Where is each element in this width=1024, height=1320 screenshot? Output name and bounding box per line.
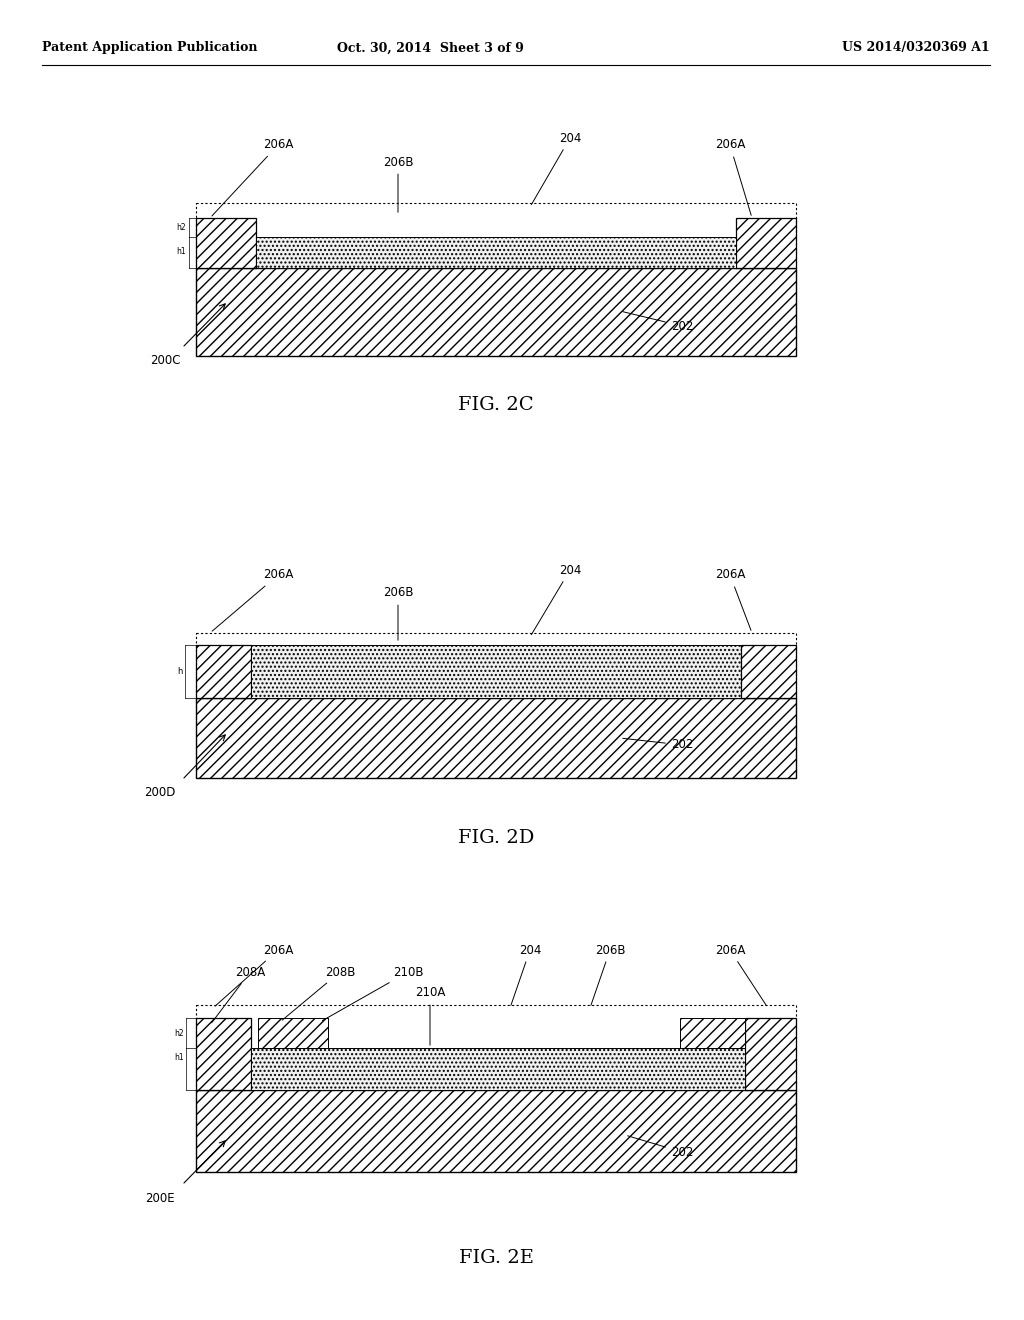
Text: FIG. 2D: FIG. 2D	[458, 829, 535, 847]
Text: 206A: 206A	[212, 569, 293, 631]
Bar	[196, 218, 256, 268]
Bar	[196, 634, 796, 698]
Text: 202: 202	[623, 312, 693, 333]
Text: h1: h1	[174, 1053, 184, 1063]
Text: FIG. 2E: FIG. 2E	[459, 1249, 534, 1267]
Text: 210B: 210B	[323, 965, 423, 1020]
Bar	[196, 645, 251, 698]
Bar	[196, 1090, 796, 1172]
Bar	[196, 1018, 251, 1090]
Text: 210A: 210A	[415, 986, 445, 1045]
Bar	[251, 1048, 745, 1090]
Bar	[196, 698, 796, 777]
Bar	[680, 1018, 745, 1048]
Text: 202: 202	[623, 738, 693, 751]
Text: 206B: 206B	[383, 156, 414, 213]
Text: h2: h2	[176, 223, 186, 232]
Text: 206A: 206A	[212, 139, 293, 216]
Text: 208B: 208B	[283, 965, 355, 1020]
Text: h: h	[177, 668, 183, 676]
Bar	[736, 218, 796, 268]
Text: 200D: 200D	[144, 785, 176, 799]
Bar	[196, 268, 796, 356]
Bar	[256, 238, 736, 268]
Bar	[745, 1018, 796, 1090]
Text: 202: 202	[628, 1135, 693, 1159]
Text: h2: h2	[174, 1028, 184, 1038]
Text: h1: h1	[176, 247, 186, 256]
Text: Patent Application Publication: Patent Application Publication	[42, 41, 257, 54]
Text: 206B: 206B	[591, 944, 626, 1006]
Text: 206A: 206A	[715, 944, 767, 1006]
Text: 204: 204	[531, 564, 582, 635]
Bar	[251, 645, 741, 698]
Text: US 2014/0320369 A1: US 2014/0320369 A1	[843, 41, 990, 54]
Text: 208A: 208A	[212, 965, 265, 1023]
Text: 204: 204	[511, 944, 542, 1006]
Text: 204: 204	[531, 132, 582, 205]
Bar	[196, 1005, 796, 1090]
Text: 200C: 200C	[150, 354, 180, 367]
Bar	[258, 1018, 328, 1048]
Bar	[741, 645, 796, 698]
Text: 200E: 200E	[145, 1192, 175, 1204]
Bar	[196, 203, 796, 268]
Text: FIG. 2C: FIG. 2C	[458, 396, 534, 414]
Text: 206A: 206A	[215, 944, 293, 1006]
Text: Oct. 30, 2014  Sheet 3 of 9: Oct. 30, 2014 Sheet 3 of 9	[337, 41, 523, 54]
Text: 206B: 206B	[383, 586, 414, 640]
Text: 206A: 206A	[715, 139, 752, 215]
Text: 206A: 206A	[715, 569, 751, 631]
